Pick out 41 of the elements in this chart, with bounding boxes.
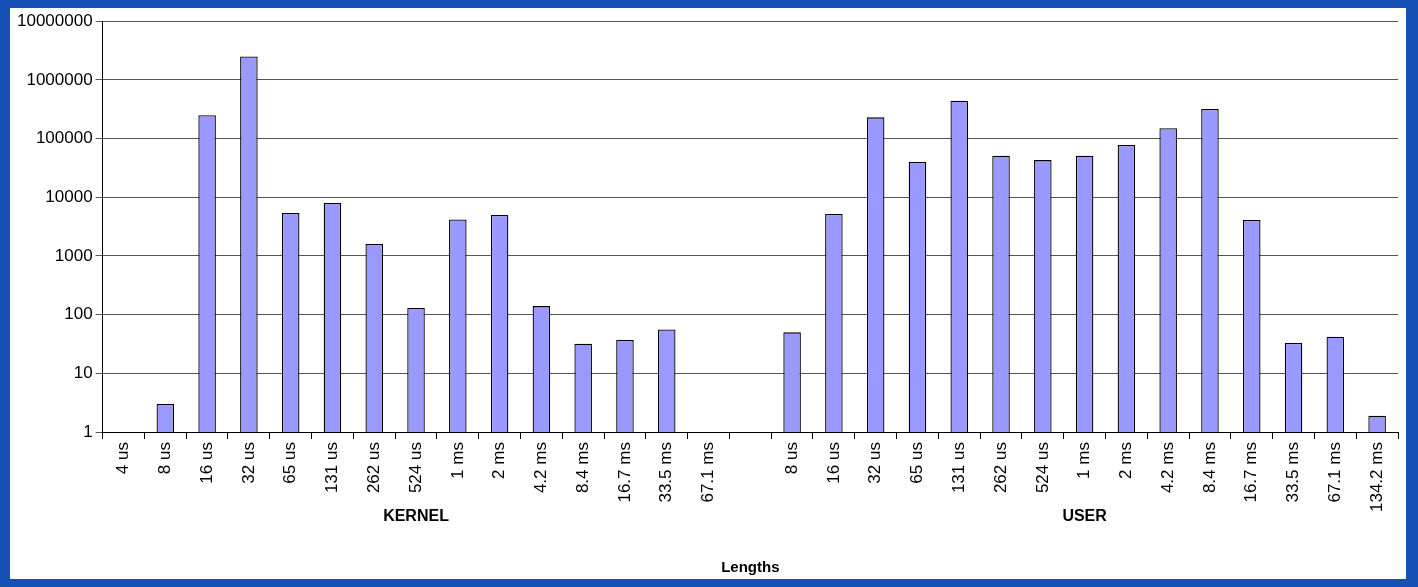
x-tick-label: 33.5 ms xyxy=(1283,442,1303,503)
x-tick-label: 65 us xyxy=(907,442,927,484)
x-tick-label: 524 us xyxy=(1032,442,1052,494)
x-tick-label: 131 us xyxy=(322,442,342,494)
x-tick-label: 2 ms xyxy=(489,442,509,479)
x-tick-label: 16 us xyxy=(196,442,216,484)
x-tick-label: 8 us xyxy=(781,442,801,475)
x-axis-title: Lengths xyxy=(721,558,780,576)
y-tick-label: 10000000 xyxy=(17,10,93,30)
x-tick-label: 4 us xyxy=(113,442,133,475)
y-tick-label: 1000000 xyxy=(26,69,93,89)
y-tick-label: 10 xyxy=(73,363,93,383)
x-tick-label: 1 ms xyxy=(447,442,467,479)
x-tick-label: 131 us xyxy=(948,442,968,494)
y-tick-label: 10000 xyxy=(45,186,93,206)
x-tick-label: 67.1 ms xyxy=(1325,442,1345,503)
x-tick-label: 32 us xyxy=(865,442,885,484)
x-tick-label: 1 ms xyxy=(1074,442,1094,479)
y-tick-label: 100 xyxy=(64,304,93,324)
x-tick-label: 262 us xyxy=(363,442,383,494)
x-tick-label: 134.2 ms xyxy=(1366,442,1386,513)
text: USER xyxy=(1062,507,1108,525)
x-tick-label: 4.2 ms xyxy=(1157,442,1177,494)
x-tick-label: 524 us xyxy=(405,442,425,494)
y-tick-label: 100000 xyxy=(35,128,93,148)
x-tick-label: 33.5 ms xyxy=(656,442,676,503)
text: KERNEL xyxy=(383,507,450,525)
y-tick-label: 1 xyxy=(83,421,93,441)
x-tick-label: 67.1 ms xyxy=(698,442,718,503)
x-tick-label: 2 ms xyxy=(1116,442,1136,479)
x-tick-label: 65 us xyxy=(280,442,300,484)
x-tick-label: 4.2 ms xyxy=(531,442,551,494)
x-tick-label: 16 us xyxy=(823,442,843,484)
x-tick-label: 8 us xyxy=(155,442,174,475)
x-tick-label: 32 us xyxy=(238,442,258,484)
x-tick-label: 16.7 ms xyxy=(614,442,634,503)
x-tick-label: 262 us xyxy=(990,442,1010,494)
x-tick-label: 8.4 ms xyxy=(1199,442,1219,494)
x-tick-label: 16.7 ms xyxy=(1241,442,1261,503)
x-tick-label: 8.4 ms xyxy=(572,442,592,494)
y-tick-label: 1000 xyxy=(54,245,93,265)
